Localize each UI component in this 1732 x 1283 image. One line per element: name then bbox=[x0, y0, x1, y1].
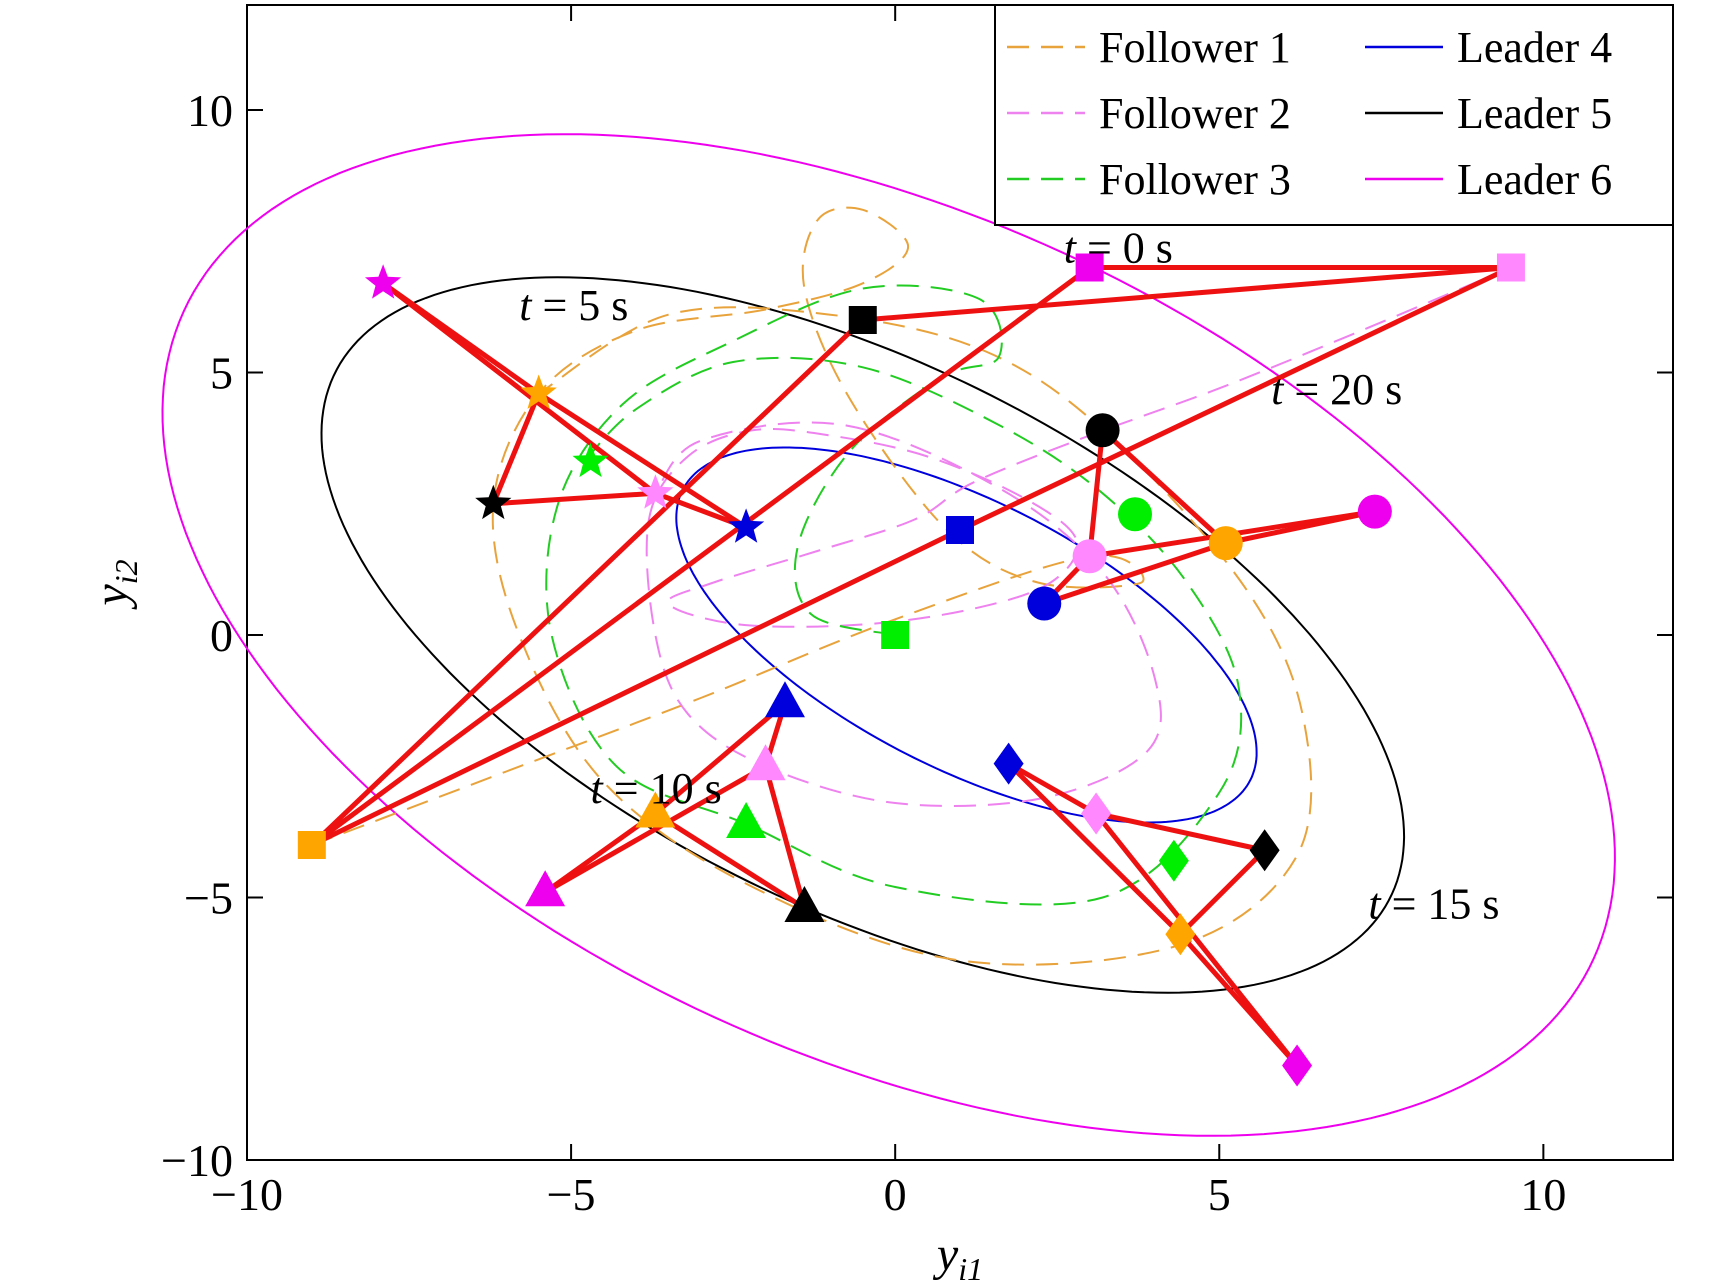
formation-edge-t-15-s bbox=[1178, 848, 1267, 937]
formation-edge-t-10-s bbox=[653, 701, 787, 816]
leader-5-circle-marker bbox=[1085, 413, 1120, 448]
formation-edge-t-20-s bbox=[1087, 429, 1106, 557]
follower-1-circle-marker bbox=[1208, 526, 1243, 561]
formation-edge-t-20-s bbox=[1100, 428, 1228, 545]
y-tick-label: −10 bbox=[161, 1135, 233, 1186]
leader-6-circle-marker bbox=[1357, 494, 1392, 529]
formation-edge-t-5-s bbox=[537, 391, 748, 530]
axis-ticks: −10 −5 0 5 10 −10 −5 0 5 10 bbox=[161, 5, 1673, 1220]
follower-1-diamond-marker bbox=[1165, 913, 1196, 956]
x-axis-label: yi1 bbox=[932, 1228, 983, 1283]
follower-1-square-marker bbox=[297, 831, 326, 859]
formation-edge-t-0-s bbox=[310, 318, 865, 847]
leader-4-triangle-marker bbox=[764, 681, 805, 718]
time-label-2: t = 20 s bbox=[1271, 365, 1402, 414]
legend-label-leader-5: Leader 5 bbox=[1457, 89, 1612, 138]
x-tick-label: 5 bbox=[1208, 1169, 1231, 1220]
follower-2-square-marker bbox=[1496, 253, 1525, 282]
leader-5-diamond-marker bbox=[1249, 829, 1280, 872]
leader-6-orbit bbox=[161, 133, 1616, 1137]
formation-edge-t-0-s bbox=[862, 265, 1512, 323]
legend-label-follower-1: Follower 1 bbox=[1099, 23, 1291, 72]
y-tick-label: 10 bbox=[187, 85, 233, 136]
leader-4-circle-marker bbox=[1027, 586, 1062, 621]
formation-edge-t-0-s bbox=[310, 527, 962, 848]
formation-edge-t-0-s bbox=[958, 265, 1513, 533]
leader-6-square-marker bbox=[1075, 253, 1104, 282]
follower-3-diamond-marker bbox=[1158, 839, 1189, 882]
follower-1-triangle-marker bbox=[635, 791, 676, 828]
leader-6-star-marker bbox=[365, 264, 402, 299]
leader-6-diamond-marker bbox=[1282, 1044, 1313, 1087]
follower-2-triangle-marker bbox=[745, 744, 786, 781]
formation-edge-t-20-s bbox=[1043, 540, 1227, 606]
axes-box bbox=[246, 4, 1674, 1161]
time-label-3: t = 10 s bbox=[591, 764, 722, 813]
formation-edge-t-10-s bbox=[654, 811, 806, 911]
formation-edge-t-15-s bbox=[1006, 761, 1183, 937]
follower-3-triangle-marker bbox=[726, 802, 767, 838]
follower-3-circle-marker bbox=[1118, 497, 1153, 532]
leader-6-triangle-marker bbox=[525, 870, 566, 907]
axis-labels: yi1 yi2 bbox=[85, 559, 983, 1283]
follower-3-square-marker bbox=[881, 621, 910, 649]
time-label-1: t = 5 s bbox=[519, 281, 628, 330]
formation-edge-t-10-s bbox=[543, 764, 767, 895]
legend-label-follower-3: Follower 3 bbox=[1099, 155, 1291, 204]
leader-4-square-marker bbox=[946, 516, 974, 544]
legend: Follower 1 Follower 2 Follower 3 Leader 4 Le… bbox=[994, 4, 1674, 226]
formation-edge-t-5-s bbox=[381, 281, 657, 496]
y-tick-label: 5 bbox=[210, 348, 233, 399]
y-tick-label: −5 bbox=[184, 873, 233, 924]
leader-4-star-marker bbox=[728, 508, 765, 543]
legend-label-leader-4: Leader 4 bbox=[1457, 23, 1612, 72]
follower-2-circle-marker bbox=[1072, 539, 1107, 574]
time-label-0: t = 0 s bbox=[1064, 223, 1173, 272]
leader-orbits bbox=[161, 133, 1616, 1137]
agent-markers bbox=[297, 253, 1525, 1087]
leader-5-square-marker bbox=[848, 306, 877, 334]
legend-label-leader-6: Leader 6 bbox=[1457, 155, 1612, 204]
time-label-4: t = 15 s bbox=[1368, 880, 1499, 929]
legend-label-follower-2: Follower 2 bbox=[1099, 89, 1291, 138]
leader-4-diamond-marker bbox=[993, 742, 1024, 785]
formation-edge-t-0-s bbox=[310, 265, 1092, 848]
x-tick-label: −5 bbox=[547, 1169, 596, 1220]
leader-5-triangle-marker bbox=[784, 886, 825, 922]
follower-3-star-marker bbox=[572, 442, 609, 478]
follower-1-star-marker bbox=[520, 374, 557, 409]
x-tick-label: 0 bbox=[884, 1169, 907, 1220]
time-annotations: t = 0 s t = 5 s t = 20 s t = 10 s t = 15 s bbox=[519, 223, 1499, 928]
formation-edge-t-15-s bbox=[1095, 811, 1266, 853]
leader-5-orbit bbox=[320, 276, 1406, 994]
x-tick-label: −10 bbox=[211, 1169, 283, 1220]
formation-edge-t-5-s bbox=[490, 392, 541, 505]
formation-edge-t-15-s bbox=[1007, 761, 1098, 816]
leader-4-orbit bbox=[675, 446, 1258, 824]
axes-frame bbox=[246, 4, 1674, 1161]
y-axis-label: yi2 bbox=[85, 559, 144, 610]
follower-2-diamond-marker bbox=[1081, 792, 1112, 835]
follower-2-star-marker bbox=[637, 474, 674, 509]
formation-edge-t-10-s bbox=[763, 765, 807, 909]
formation-edge-t-5-s bbox=[493, 490, 656, 507]
x-tick-label: 10 bbox=[1520, 1169, 1566, 1220]
formation-edge-t-15-s bbox=[1094, 811, 1300, 1068]
y-tick-label: 0 bbox=[210, 610, 233, 661]
legend-box bbox=[994, 4, 1674, 226]
formation-edges bbox=[310, 265, 1513, 1068]
leader-5-star-marker bbox=[475, 484, 512, 520]
